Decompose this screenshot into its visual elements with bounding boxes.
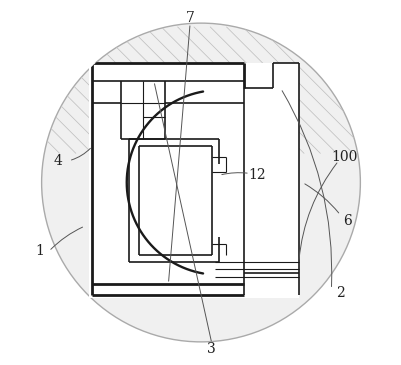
Text: 2: 2 xyxy=(335,286,344,300)
Text: 6: 6 xyxy=(342,214,351,227)
Text: 1: 1 xyxy=(35,244,44,258)
Text: 100: 100 xyxy=(330,150,356,164)
Polygon shape xyxy=(89,63,298,299)
Circle shape xyxy=(42,23,359,342)
Text: 12: 12 xyxy=(248,168,265,182)
Text: 3: 3 xyxy=(207,342,216,356)
Text: 4: 4 xyxy=(53,154,62,168)
Text: 7: 7 xyxy=(185,11,194,25)
